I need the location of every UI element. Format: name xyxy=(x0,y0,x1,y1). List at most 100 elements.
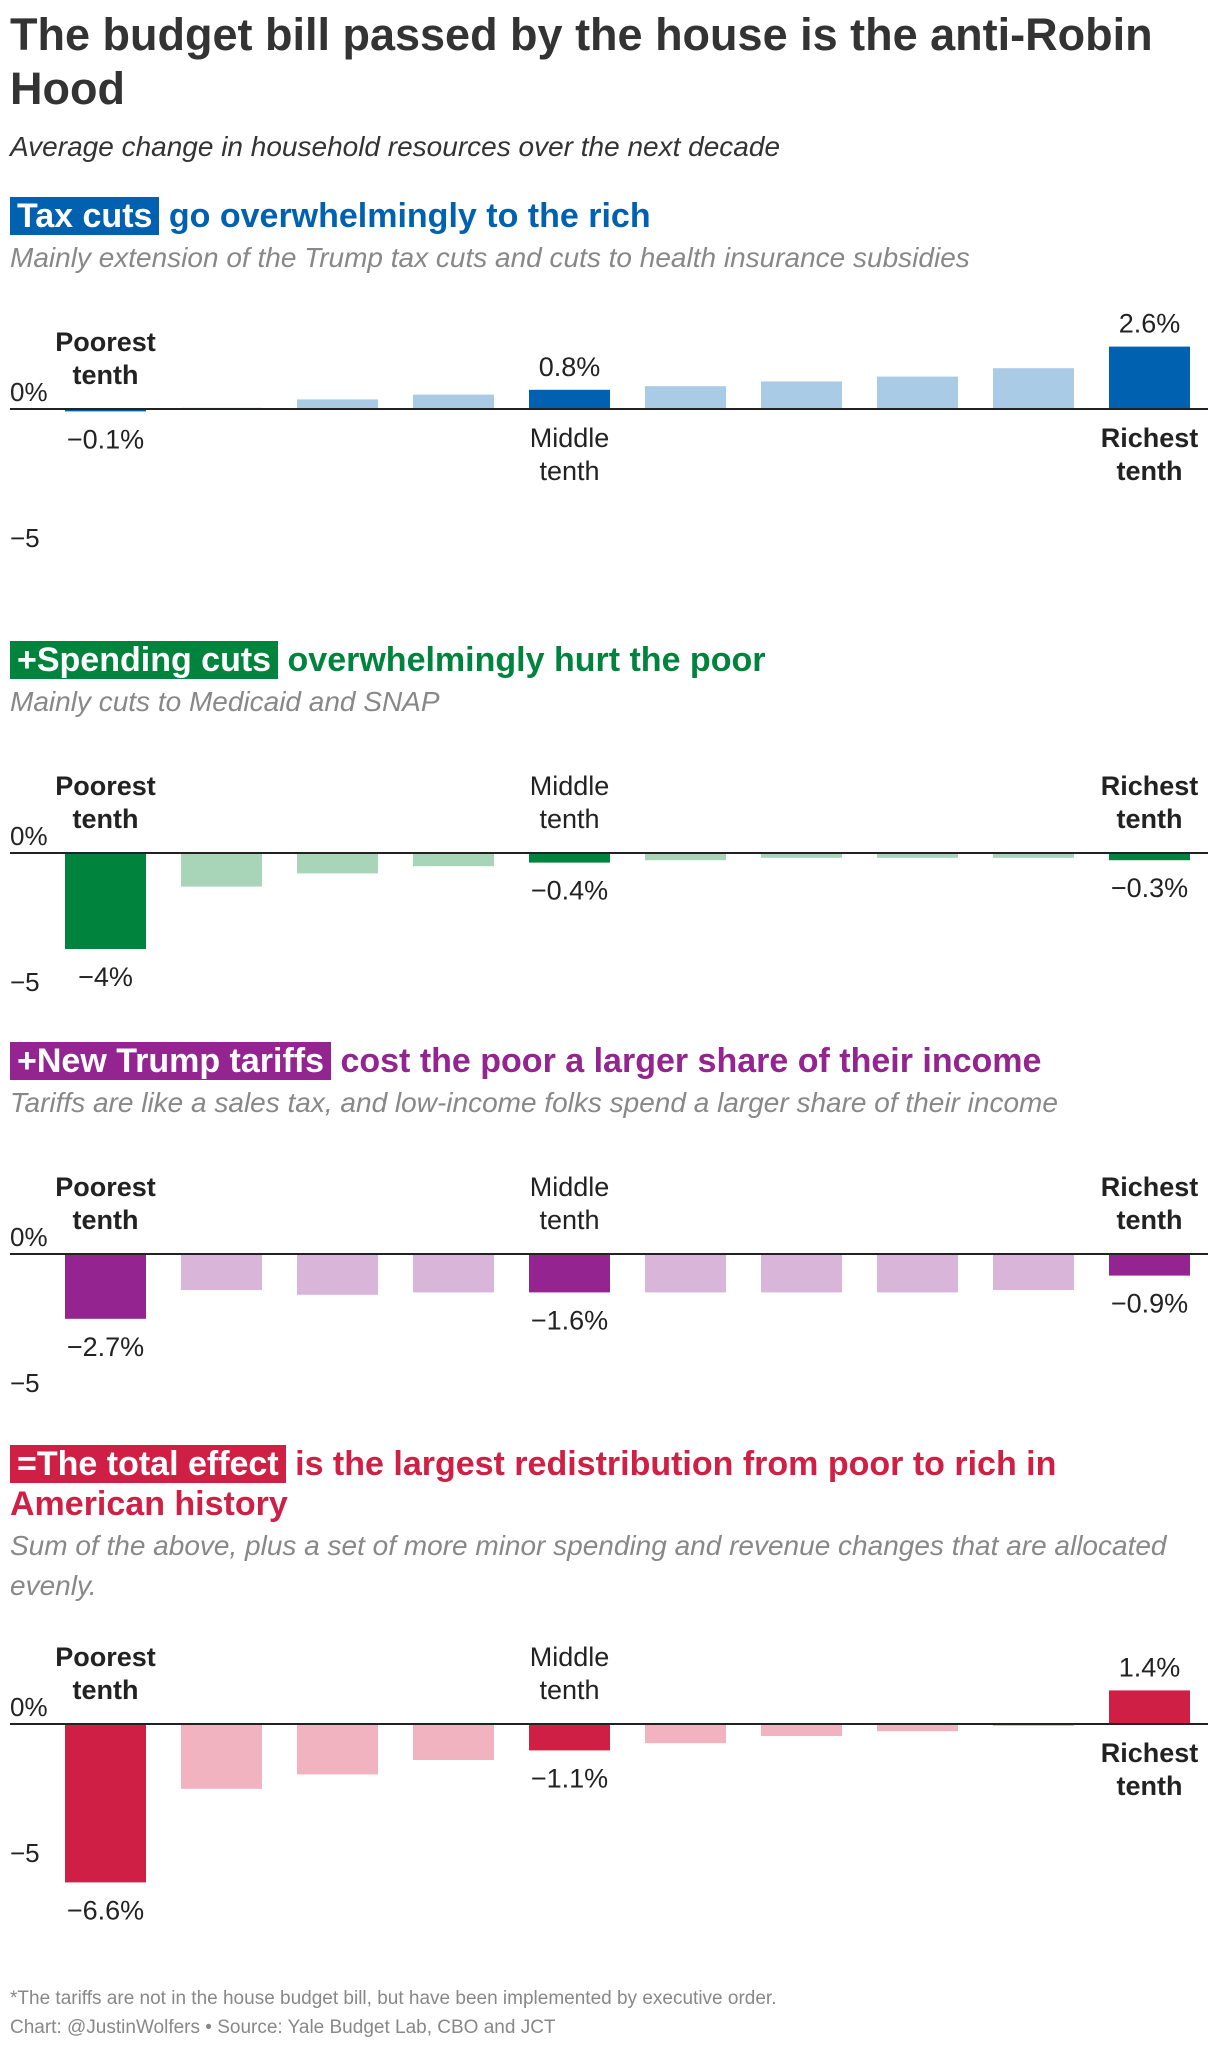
value-label-tenth-1: −0.1% xyxy=(67,424,144,454)
middle-tenth-label-line2: tenth xyxy=(539,1675,599,1705)
richest-tenth-label-line1: Richest xyxy=(1101,423,1199,453)
y-tick-zero: 0% xyxy=(10,821,48,851)
bar-tenth-7 xyxy=(761,1724,842,1736)
middle-tenth-label-line2: tenth xyxy=(539,1205,599,1235)
bar-tenth-5 xyxy=(529,1724,610,1751)
middle-tenth-label-line2: tenth xyxy=(539,804,599,834)
bar-tenth-6 xyxy=(645,1724,726,1744)
y-tick-minus-five: −5 xyxy=(10,967,40,997)
bar-tenth-3 xyxy=(297,853,378,874)
panel-tag: +New Trump tariffs xyxy=(10,1042,332,1080)
bar-tenth-3 xyxy=(297,1254,378,1295)
y-tick-minus-five: −5 xyxy=(10,1368,40,1398)
bar-tenth-3 xyxy=(297,399,378,409)
bar-tenth-2 xyxy=(181,1724,262,1789)
footnote: *The tariffs are not in the house budget… xyxy=(10,1988,777,2009)
bar-tenth-4 xyxy=(413,1724,494,1760)
bar-tenth-10 xyxy=(1109,1690,1190,1724)
panel-heading: +New Trump tariffs cost the poor a large… xyxy=(10,1041,1205,1081)
bar-tenth-8 xyxy=(877,1254,958,1293)
y-tick-zero: 0% xyxy=(10,1222,48,1252)
bar-tenth-4 xyxy=(413,853,494,867)
middle-tenth-label-line1: Middle xyxy=(530,1172,610,1202)
bar-tenth-1 xyxy=(65,409,146,412)
bar-tenth-10 xyxy=(1109,853,1190,861)
panel-heading: =The total effect is the largest redistr… xyxy=(10,1444,1205,1524)
y-tick-zero: 0% xyxy=(10,377,48,407)
y-tick-minus-five: −5 xyxy=(10,523,40,553)
bar-tenth-3 xyxy=(297,1724,378,1775)
panel-note: Mainly extension of the Trump tax cuts a… xyxy=(10,242,970,273)
bar-plot: 0%−5−0.1%0.8%2.6%PooresttenthMiddletenth… xyxy=(10,309,1208,553)
richest-tenth-label-line1: Richest xyxy=(1101,1738,1199,1768)
bar-plot: 0%−5−2.7%−1.6%−0.9%PooresttenthMiddleten… xyxy=(10,1172,1208,1398)
poorest-tenth-label-line1: Poorest xyxy=(55,771,156,801)
bar-tenth-6 xyxy=(645,386,726,409)
y-tick-minus-five: −5 xyxy=(10,1838,40,1868)
bar-tenth-10 xyxy=(1109,1254,1190,1276)
middle-tenth-label-line1: Middle xyxy=(530,423,610,453)
value-label-tenth-5: −0.4% xyxy=(531,876,608,906)
poorest-tenth-label-line2: tenth xyxy=(73,1675,139,1705)
value-label-tenth-1: −2.7% xyxy=(67,1332,144,1362)
value-label-tenth-5: 0.8% xyxy=(539,352,601,382)
chart-subtitle: Average change in household resources ov… xyxy=(10,131,781,162)
panel-tag: =The total effect xyxy=(10,1445,286,1483)
bar-tenth-7 xyxy=(761,1254,842,1293)
middle-tenth-label-line1: Middle xyxy=(530,1642,610,1672)
bar-tenth-10 xyxy=(1109,346,1190,409)
bar-tenth-2 xyxy=(181,853,262,887)
bar-tenth-8 xyxy=(877,376,958,409)
panel-heading: Tax cuts go overwhelmingly to the rich xyxy=(10,196,1205,236)
bar-tenth-9 xyxy=(993,368,1074,409)
bar-tenth-4 xyxy=(413,394,494,409)
value-label-tenth-1: −6.6% xyxy=(67,1895,144,1925)
bar-tenth-2 xyxy=(181,1254,262,1290)
poorest-tenth-label-line2: tenth xyxy=(73,360,139,390)
poorest-tenth-label-line1: Poorest xyxy=(55,1642,156,1672)
bar-tenth-5 xyxy=(529,853,610,863)
y-tick-zero: 0% xyxy=(10,1692,48,1722)
panel-heading-text: go overwhelmingly to the rich xyxy=(159,197,651,235)
bar-tenth-9 xyxy=(993,1254,1074,1290)
bar-tenth-1 xyxy=(65,853,146,949)
bar-tenth-6 xyxy=(645,853,726,861)
richest-tenth-label-line1: Richest xyxy=(1101,1172,1199,1202)
richest-tenth-label-line1: Richest xyxy=(1101,771,1199,801)
value-label-tenth-10: −0.3% xyxy=(1111,873,1188,903)
value-label-tenth-10: −0.9% xyxy=(1111,1289,1188,1319)
poorest-tenth-label-line1: Poorest xyxy=(55,1172,156,1202)
richest-tenth-label-line2: tenth xyxy=(1117,804,1183,834)
panel-heading: +Spending cuts overwhelmingly hurt the p… xyxy=(10,640,1205,680)
bar-tenth-8 xyxy=(877,853,958,858)
source-credit: Chart: @JustinWolfers • Source: Yale Bud… xyxy=(10,2017,556,2038)
bar-tenth-7 xyxy=(761,381,842,409)
middle-tenth-label-line1: Middle xyxy=(530,771,610,801)
value-label-tenth-10: 2.6% xyxy=(1119,309,1181,339)
bar-tenth-9 xyxy=(993,853,1074,858)
bar-plot: 0%−5−6.6%−1.1%1.4%PooresttenthMiddletent… xyxy=(10,1642,1208,1925)
panel-heading-text: overwhelmingly hurt the poor xyxy=(278,641,766,679)
bar-tenth-5 xyxy=(529,1254,610,1293)
value-label-tenth-5: −1.6% xyxy=(531,1305,608,1335)
panel-heading-text: cost the poor a larger share of their in… xyxy=(331,1042,1042,1080)
panel-tag: +Spending cuts xyxy=(10,641,279,679)
richest-tenth-label-line2: tenth xyxy=(1117,1771,1183,1801)
panel-note: Tariffs are like a sales tax, and low-in… xyxy=(10,1087,1058,1118)
bar-tenth-1 xyxy=(65,1254,146,1319)
panel-tag: Tax cuts xyxy=(10,197,160,235)
panel-heading-text: is the largest redistribution from poor … xyxy=(10,1445,1057,1523)
bar-tenth-4 xyxy=(413,1254,494,1293)
panel-note: Sum of the above, plus a set of more min… xyxy=(10,1530,1167,1601)
richest-tenth-label-line2: tenth xyxy=(1117,1205,1183,1235)
bar-tenth-6 xyxy=(645,1254,726,1293)
value-label-tenth-1: −4% xyxy=(78,962,133,992)
bar-tenth-1 xyxy=(65,1724,146,1883)
panel-note: Mainly cuts to Medicaid and SNAP xyxy=(10,686,440,717)
poorest-tenth-label-line2: tenth xyxy=(73,804,139,834)
poorest-tenth-label-line1: Poorest xyxy=(55,327,156,357)
value-label-tenth-5: −1.1% xyxy=(531,1763,608,1793)
bar-tenth-7 xyxy=(761,853,842,858)
poorest-tenth-label-line2: tenth xyxy=(73,1205,139,1235)
